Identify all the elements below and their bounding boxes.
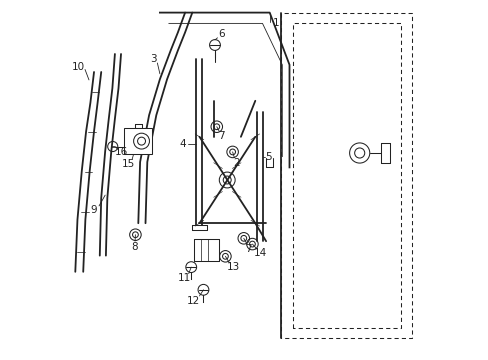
Bar — [123, 128, 152, 154]
Text: 7: 7 — [217, 131, 224, 141]
Text: 16: 16 — [115, 147, 128, 157]
Text: 9: 9 — [90, 204, 97, 215]
Text: 2: 2 — [232, 158, 239, 168]
Text: 8: 8 — [131, 242, 138, 252]
Text: 10: 10 — [71, 62, 84, 72]
Text: 12: 12 — [186, 296, 200, 306]
Text: 13: 13 — [226, 262, 239, 272]
Text: 1: 1 — [272, 18, 279, 28]
Text: 3: 3 — [150, 54, 157, 64]
Text: 11: 11 — [177, 273, 190, 283]
Text: 4: 4 — [179, 139, 185, 149]
Text: 7: 7 — [244, 244, 251, 254]
Text: 6: 6 — [217, 29, 224, 39]
Text: 14: 14 — [254, 248, 267, 258]
Text: 15: 15 — [122, 159, 135, 169]
Text: 5: 5 — [265, 152, 272, 162]
